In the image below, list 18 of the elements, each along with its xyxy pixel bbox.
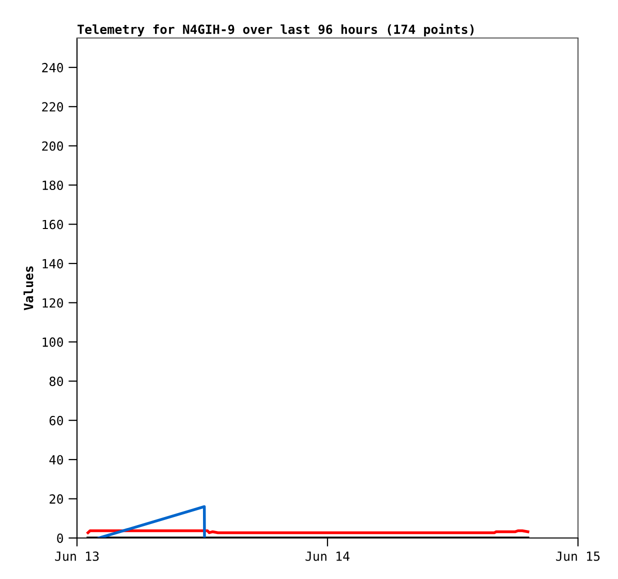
y-tick-label: 20: [50, 494, 63, 504]
y-tick-label: 140: [42, 258, 63, 268]
x-tick-label: Jun 13: [55, 551, 99, 561]
y-tick-label: 60: [50, 416, 63, 426]
chart-title: Telemetry for N4GIH-9 over last 96 hours (174 points): [78, 24, 474, 36]
y-tick-label: 220: [42, 102, 63, 112]
y-tick-label: 240: [42, 62, 63, 72]
y-tick-label: 180: [42, 180, 63, 190]
y-tick-label: 160: [42, 220, 63, 230]
y-axis-title: Values: [24, 266, 34, 310]
y-tick-label: 80: [50, 376, 63, 386]
y-tick-label: 40: [49, 455, 63, 465]
x-tick-label: Jun 15: [556, 552, 600, 561]
y-tick-label: 200: [42, 141, 63, 151]
y-tick-label: 0: [57, 534, 63, 543]
x-tick-label: Jun 14: [306, 552, 350, 561]
y-tick-label: 100: [42, 337, 63, 347]
y-tick-label: 120: [42, 298, 63, 308]
